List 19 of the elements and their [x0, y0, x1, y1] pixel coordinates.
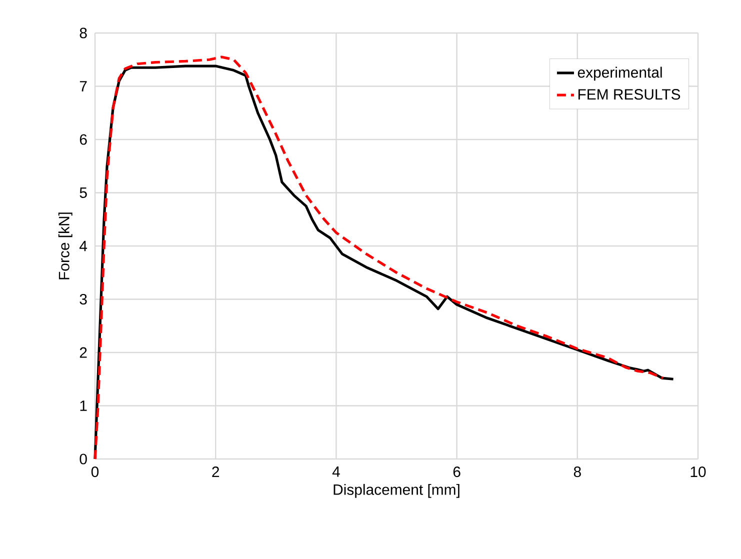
y-tick-label: 1: [80, 400, 87, 411]
y-axis-title: Force [kN]: [58, 212, 72, 280]
y-tick-label: 2: [80, 347, 87, 358]
x-tick-label: 6: [453, 466, 460, 478]
y-tick-label: 7: [80, 81, 87, 92]
x-tick-label: 0: [91, 466, 99, 478]
x-tick-label: 2: [212, 466, 220, 477]
x-axis-title: Displacement [mm]: [334, 484, 460, 498]
x-tick-label: 4: [332, 466, 340, 477]
legend-label: FEM RESULTS: [578, 89, 680, 100]
y-tick-label: 5: [80, 188, 87, 198]
y-tick-label: 4: [80, 240, 88, 252]
y-tick-label: 6: [80, 134, 87, 145]
y-tick-label: 8: [80, 28, 87, 38]
y-tick-label: 3: [80, 294, 87, 305]
x-tick-label: 10: [690, 466, 706, 478]
x-tick-label: 8: [574, 466, 581, 478]
legend-label: experimental: [578, 66, 662, 81]
y-tick-label: 0: [80, 454, 87, 464]
